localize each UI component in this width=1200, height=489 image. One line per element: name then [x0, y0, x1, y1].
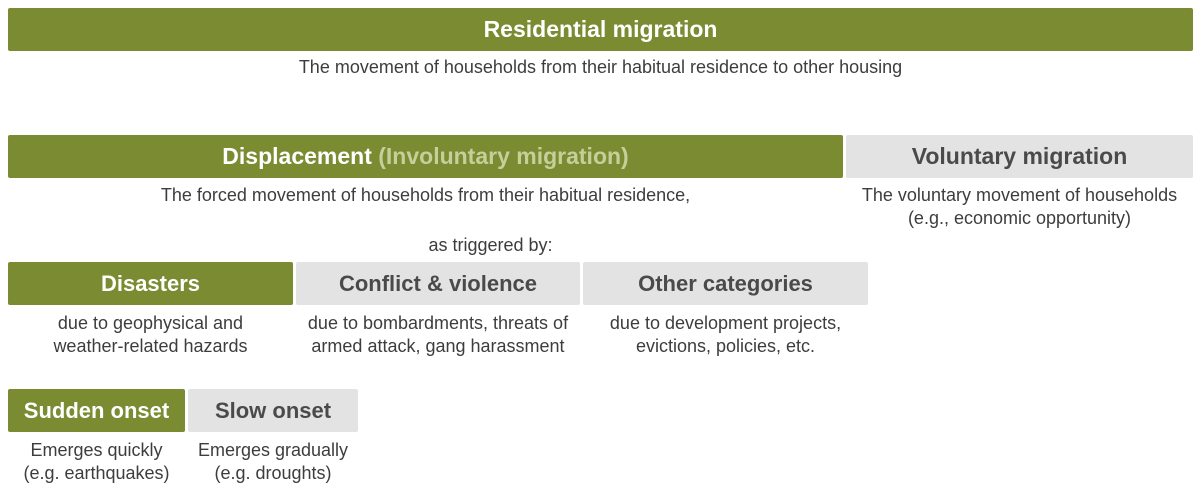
other-categories-description: due to development projects, evictions, …: [609, 313, 842, 356]
residential-migration-title: Residential migration: [483, 16, 718, 42]
disasters-description: due to geophysical and weather-related h…: [53, 313, 248, 356]
other-categories-title: Other categories: [638, 270, 813, 296]
displacement-box: Displacement (Involuntary migration): [8, 135, 843, 178]
residential-migration-description: The movement of households from their ha…: [298, 57, 903, 77]
disasters-box: Disasters: [8, 262, 293, 305]
residential-migration-box: Residential migration: [8, 8, 1193, 51]
disasters-title: Disasters: [100, 270, 201, 296]
voluntary-migration-description: The voluntary movement of households (e.…: [861, 185, 1178, 228]
other-categories-box: Other categories: [583, 262, 868, 305]
conflict-violence-title: Conflict & violence: [338, 270, 538, 296]
sudden-onset-description: Emerges quickly (e.g. earthquakes): [23, 440, 170, 483]
slow-onset-title: Slow onset: [214, 397, 332, 423]
sudden-onset-title: Sudden onset: [23, 397, 170, 423]
displacement-trigger-text: as triggered by:: [428, 235, 553, 255]
displacement-title: Displacement: [222, 143, 372, 169]
voluntary-migration-box: Voluntary migration: [846, 135, 1193, 178]
slow-onset-box: Slow onset: [188, 389, 358, 432]
voluntary-migration-title: Voluntary migration: [911, 143, 1128, 169]
conflict-violence-box: Conflict & violence: [296, 262, 580, 305]
displacement-subtitle: (Involuntary migration): [378, 143, 629, 169]
conflict-violence-description: due to bombardments, threats of armed at…: [307, 313, 569, 356]
displacement-description: The forced movement of households from t…: [160, 185, 691, 205]
sudden-onset-box: Sudden onset: [8, 389, 185, 432]
slow-onset-description: Emerges gradually (e.g. droughts): [197, 440, 349, 483]
